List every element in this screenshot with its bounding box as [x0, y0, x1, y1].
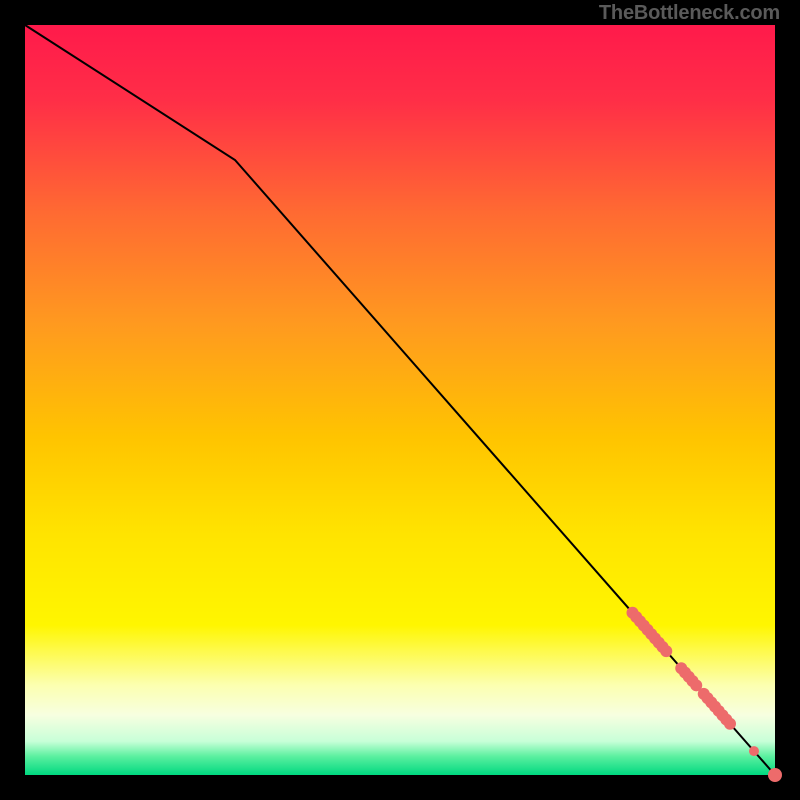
- plot-background: [25, 25, 775, 775]
- watermark-text: TheBottleneck.com: [599, 2, 780, 25]
- bottleneck-chart: [0, 0, 800, 800]
- data-point: [660, 645, 672, 657]
- data-point: [749, 746, 759, 756]
- outer-frame: TheBottleneck.com: [0, 0, 800, 800]
- data-point: [768, 768, 782, 782]
- data-point: [724, 718, 736, 730]
